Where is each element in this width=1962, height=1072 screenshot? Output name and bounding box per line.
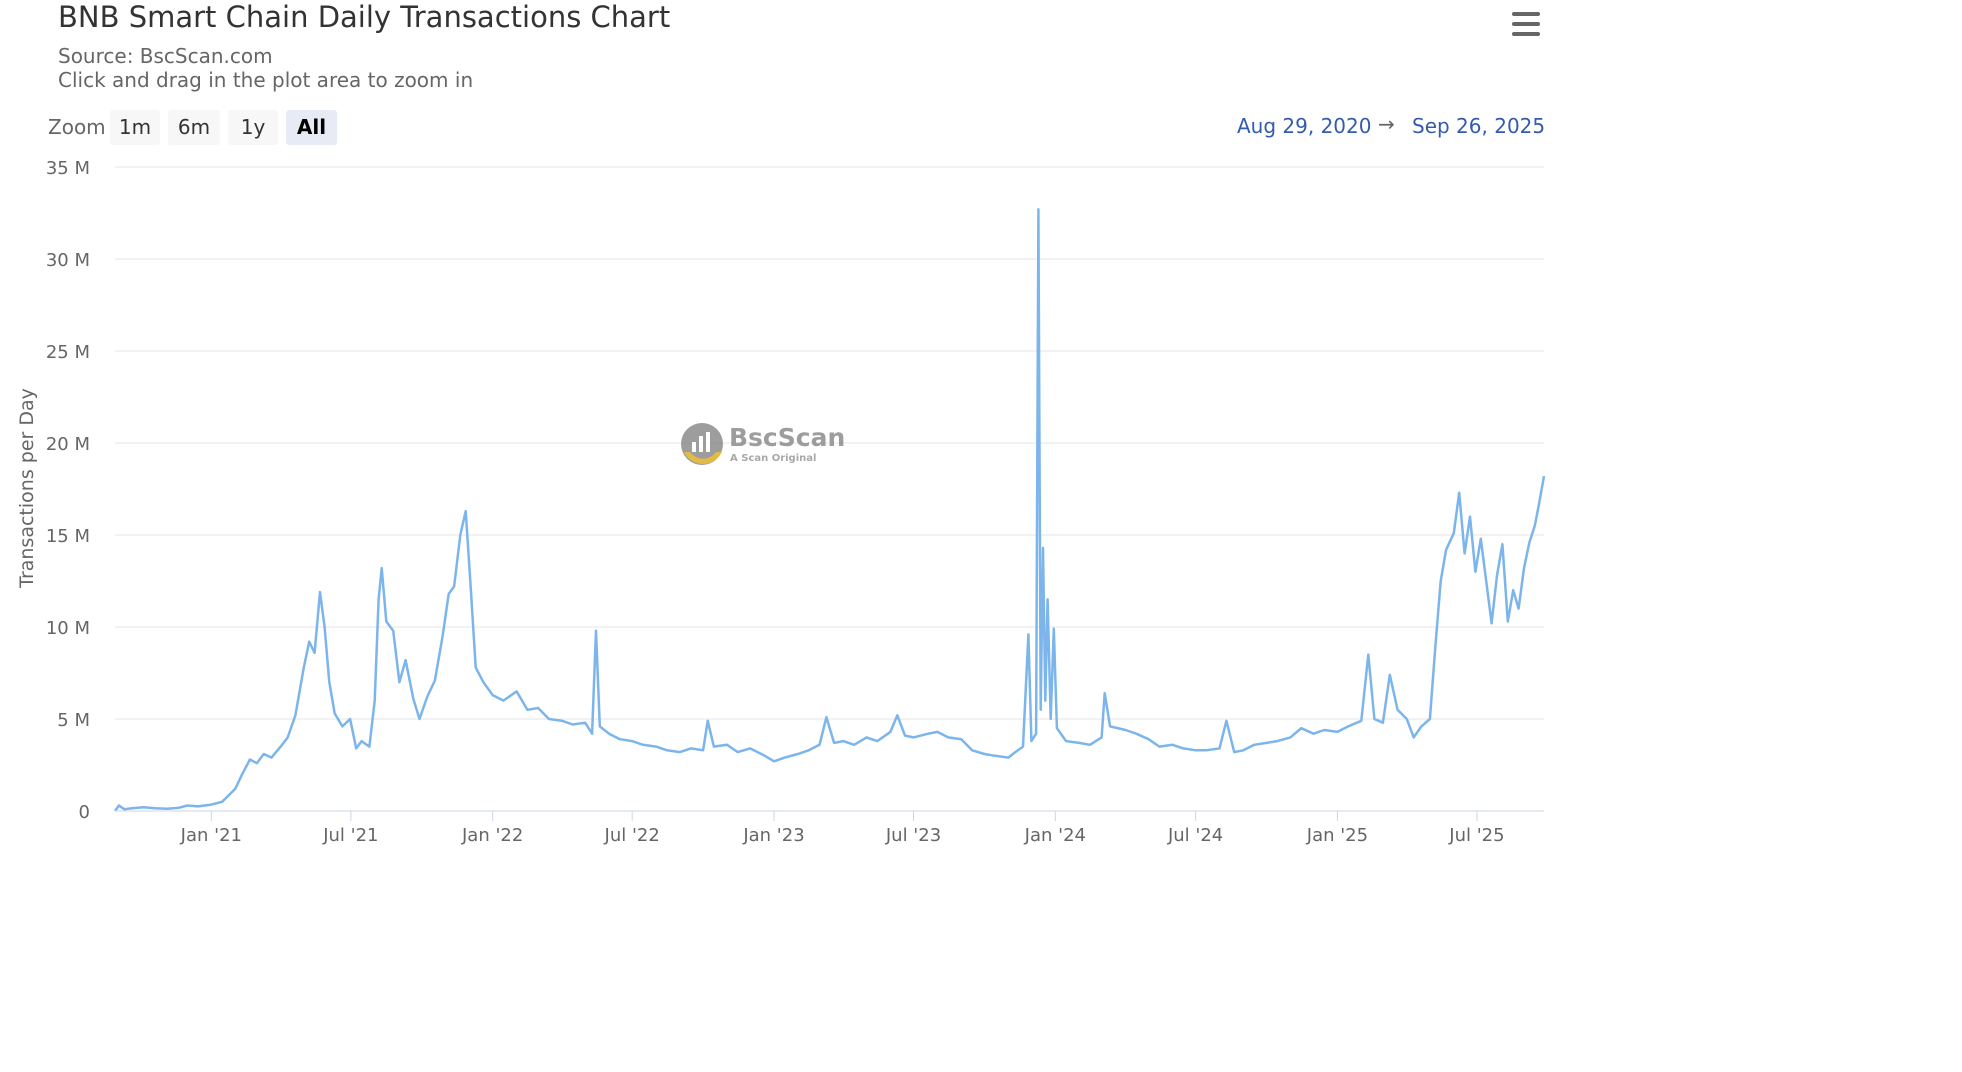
hamburger-menu-icon[interactable]	[1508, 10, 1544, 38]
y-tick-label: 0	[79, 802, 90, 823]
watermark-tagline: A Scan Original	[730, 453, 816, 464]
y-tick-label: 25 M	[46, 342, 90, 363]
bscscan-logo-icon	[681, 423, 723, 465]
zoom-label: Zoom	[48, 115, 106, 139]
y-tick-label: 35 M	[46, 158, 90, 179]
y-tick-label: 10 M	[46, 618, 90, 639]
x-tick-label: Jan '24	[1024, 825, 1086, 846]
chart-source: Source: BscScan.com	[58, 44, 273, 68]
y-axis-label: Transactions per Day	[16, 388, 38, 589]
grid-lines	[115, 166, 1544, 720]
range-arrow: →	[1378, 112, 1395, 136]
y-tick-label: 15 M	[46, 526, 90, 547]
zoom-6m-button[interactable]: 6m	[168, 110, 220, 145]
x-tick-label: Jul '23	[885, 825, 941, 846]
y-tick-label: 20 M	[46, 434, 90, 455]
zoom-1y-button[interactable]: 1y	[228, 110, 278, 145]
watermark-name: BscScan	[729, 423, 845, 452]
x-tick-label: Jan '23	[742, 825, 804, 846]
y-tick-label: 5 M	[57, 710, 90, 731]
y-tick-label: 30 M	[46, 250, 90, 271]
range-to-date[interactable]: Sep 26, 2025	[1412, 114, 1546, 138]
x-tick-label: Jul '24	[1167, 825, 1223, 846]
y-axis-ticks: 0 5 M 10 M 15 M 20 M 25 M 30 M 35 M	[46, 158, 90, 823]
x-tick-label: Jul '22	[604, 825, 660, 846]
x-tick-label: Jan '25	[1306, 825, 1368, 846]
bscscan-watermark: BscScan A Scan Original	[681, 423, 845, 465]
x-tick-label: Jan '21	[180, 825, 242, 846]
series-line[interactable]	[113, 208, 1546, 812]
zoom-all-button[interactable]: All	[286, 110, 337, 145]
x-tick-label: Jul '21	[322, 825, 378, 846]
x-axis-ticks: Jan '21 Jul '21 Jan '22 Jul '22 Jan '23 Jul '…	[180, 811, 1505, 846]
chart-zoom-hint: Click and drag in the plot area to zoom …	[58, 68, 474, 92]
chart-title: BNB Smart Chain Daily Transactions Chart	[58, 0, 671, 34]
range-from-date[interactable]: Aug 29, 2020	[1237, 114, 1372, 138]
x-tick-label: Jul '25	[1448, 825, 1504, 846]
x-tick-label: Jan '22	[461, 825, 523, 846]
zoom-1m-button[interactable]: 1m	[110, 110, 160, 145]
